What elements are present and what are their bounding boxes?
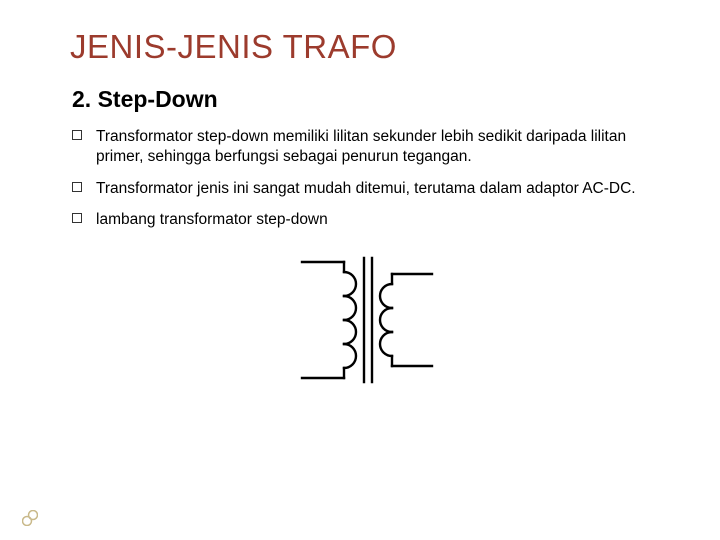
- transformer-symbol-figure: [70, 248, 664, 388]
- section-subtitle: 2. Step-Down: [72, 86, 664, 113]
- slide: JENIS-JENIS TRAFO 2. Step-Down Transform…: [0, 0, 720, 540]
- corner-decoration-icon: [22, 510, 38, 526]
- list-item: lambang transformator step-down: [72, 210, 664, 230]
- bullet-list: Transformator step-down memiliki lilitan…: [72, 127, 664, 230]
- list-item: Transformator jenis ini sangat mudah dit…: [72, 179, 664, 199]
- page-title: JENIS-JENIS TRAFO: [70, 28, 664, 66]
- list-item-text: Transformator step-down memiliki lilitan…: [96, 128, 626, 165]
- list-item-text: lambang transformator step-down: [96, 211, 328, 228]
- bullet-box-icon: [72, 182, 82, 192]
- bullet-box-icon: [72, 213, 82, 223]
- bullet-box-icon: [72, 130, 82, 140]
- list-item-text: Transformator jenis ini sangat mudah dit…: [96, 180, 636, 197]
- list-item: Transformator step-down memiliki lilitan…: [72, 127, 664, 167]
- transformer-svg: [272, 248, 462, 388]
